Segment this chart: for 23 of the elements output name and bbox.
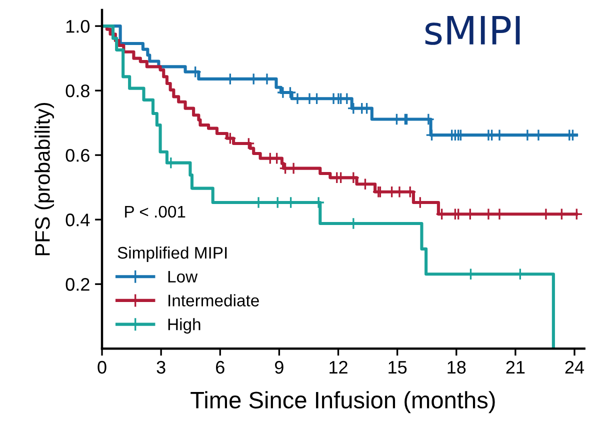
x-axis-title: Time Since Infusion (months) xyxy=(190,391,495,414)
point xyxy=(224,132,236,145)
x-tick-label: 18 xyxy=(448,360,466,374)
annotation: P < .001 xyxy=(125,206,186,218)
y-axis-title: PFS (probability) xyxy=(34,103,54,256)
chart-title: sMIPI xyxy=(425,16,520,45)
x-tick-label: 9 xyxy=(275,360,284,374)
x-tick-label: 0 xyxy=(98,360,106,374)
x-tick-label: 3 xyxy=(156,360,166,374)
x-tick-label: 12 xyxy=(330,360,348,374)
y-tick-label: 0.2 xyxy=(66,278,90,291)
legend-title: Simplified MIPI xyxy=(118,246,227,262)
y-tick-label: 0.6 xyxy=(66,149,90,162)
x-tick-label: 15 xyxy=(388,361,407,374)
y-tick-label: 0.8 xyxy=(66,84,90,98)
legend-label: Intermediate xyxy=(168,294,259,306)
x-tick-label: 21 xyxy=(506,360,525,374)
legend-label: Low xyxy=(168,270,198,283)
y-tick-label: 0.4 xyxy=(66,214,90,226)
x-tick-label: 24 xyxy=(565,360,584,374)
y-tick-label: 1.0 xyxy=(66,20,90,33)
legend-label: High xyxy=(168,318,200,334)
x-tick-label: 6 xyxy=(216,360,224,374)
